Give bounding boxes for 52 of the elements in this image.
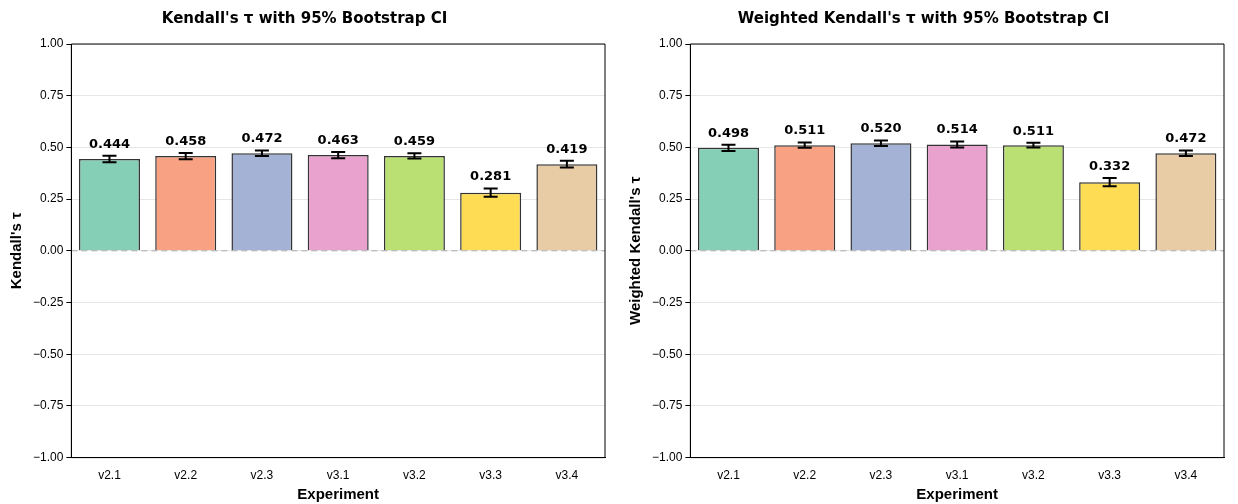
- data-label: 0.472: [1165, 130, 1207, 146]
- y-tick-label: −0.75: [651, 398, 683, 413]
- chart-title: Kendall's τ with 95% Bootstrap CI: [161, 8, 448, 27]
- data-label: 0.511: [1012, 122, 1054, 138]
- data-label: 0.511: [784, 122, 826, 138]
- x-tick-label: v2.2: [793, 468, 817, 483]
- x-tick-label: v3.4: [1174, 468, 1198, 483]
- y-axis-title: Weighted Kendall's τ: [626, 176, 644, 325]
- x-tick-label: v2.3: [250, 468, 274, 483]
- y-tick-label: −0.25: [651, 294, 683, 309]
- data-label: 0.281: [470, 168, 512, 184]
- data-label: 0.419: [546, 140, 588, 156]
- x-tick-label: v3.3: [1098, 468, 1122, 483]
- x-tick-label: v3.1: [326, 468, 350, 483]
- y-tick-label: 0.50: [659, 139, 683, 154]
- x-axis-title: Experiment: [297, 485, 380, 503]
- x-tick-label: v2.3: [869, 468, 893, 483]
- x-tick-label: v2.1: [717, 468, 741, 483]
- y-tick-label: −0.50: [32, 346, 64, 361]
- x-tick-label: v3.2: [403, 468, 427, 483]
- x-tick-label: v3.1: [945, 468, 969, 483]
- y-tick-label: 0.75: [659, 88, 683, 103]
- x-axis-title: Experiment: [916, 485, 999, 503]
- data-label: 0.498: [707, 124, 750, 140]
- x-tick-label: v3.3: [479, 468, 503, 483]
- x-tick-label: v3.2: [1022, 468, 1046, 483]
- data-label: 0.472: [241, 130, 283, 146]
- data-label: 0.459: [393, 133, 435, 149]
- data-label: 0.463: [317, 131, 359, 147]
- data-label: 0.444: [88, 135, 131, 151]
- y-tick-label: −1.00: [32, 449, 64, 464]
- y-tick-label: −0.25: [32, 294, 64, 309]
- x-tick-label: v2.1: [98, 468, 122, 483]
- y-tick-label: −1.00: [651, 449, 683, 464]
- y-tick-label: 1.00: [40, 36, 64, 51]
- y-tick-label: 0.00: [659, 243, 683, 258]
- data-label: 0.332: [1089, 157, 1131, 173]
- y-tick-label: 0.50: [40, 139, 64, 154]
- data-label: 0.514: [936, 121, 978, 137]
- y-tick-label: 0.25: [659, 191, 683, 206]
- y-tick-label: −0.50: [651, 346, 683, 361]
- y-tick-label: 0.00: [40, 243, 64, 258]
- y-tick-label: 0.25: [40, 191, 64, 206]
- x-tick-label: v3.4: [555, 468, 579, 483]
- y-tick-label: 1.00: [659, 36, 683, 51]
- data-label: 0.458: [165, 132, 207, 148]
- data-label: 0.520: [860, 120, 902, 136]
- y-tick-label: −0.75: [32, 398, 64, 413]
- y-axis-title: Kendall's τ: [7, 212, 25, 290]
- chart-title: Weighted Kendall's τ with 95% Bootstrap CI: [737, 8, 1110, 27]
- x-tick-label: v2.2: [174, 468, 198, 483]
- y-tick-label: 0.75: [40, 88, 64, 103]
